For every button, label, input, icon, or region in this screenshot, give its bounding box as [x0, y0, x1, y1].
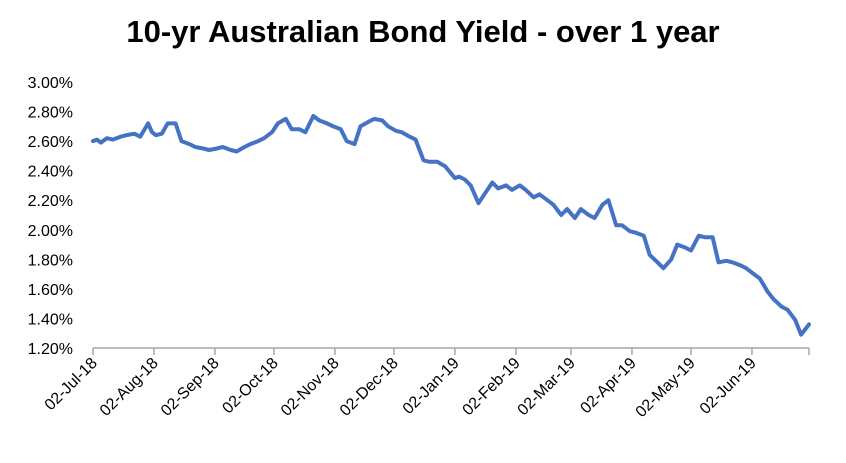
y-tick-label: 3.00%	[28, 75, 73, 92]
yield-series-line	[91, 114, 811, 337]
x-tick-label: 02-Nov-18	[278, 355, 343, 420]
y-axis-tick-labels: 1.20% 1.40% 1.60% 1.80% 2.00% 2.20% 2.40% 2.60%…	[28, 75, 73, 358]
y-tick-label: 2.40%	[28, 164, 73, 181]
y-tick-label: 1.20%	[28, 341, 73, 358]
x-tick-label: 02-Jul-18	[42, 355, 101, 414]
y-tick-label: 2.00%	[28, 223, 73, 240]
x-tick-label: 02-Mar-19	[515, 355, 579, 419]
x-tick-label: 02-Aug-18	[97, 355, 162, 420]
y-tick-label: 2.20%	[28, 193, 73, 210]
y-tick-label: 1.40%	[28, 311, 73, 328]
x-tick-label: 02-Feb-19	[460, 355, 524, 419]
x-tick-label: 02-Jan-19	[400, 355, 463, 418]
chart-title: 10-yr Australian Bond Yield - over 1 yea…	[126, 14, 720, 49]
x-axis-tick-labels: 02-Jul-1802-Aug-1802-Sep-1802-Oct-1802-N…	[42, 355, 760, 421]
y-tick-label: 1.60%	[28, 282, 73, 299]
x-tick-label: 02-Jun-19	[697, 355, 760, 418]
x-axis-tick-marks	[92, 348, 810, 355]
x-tick-label: 02-Dec-18	[337, 355, 402, 420]
y-tick-label: 2.80%	[28, 105, 73, 122]
x-tick-label: 02-Oct-18	[219, 355, 281, 417]
y-tick-label: 2.60%	[28, 134, 73, 151]
x-tick-label: 02-May-19	[633, 355, 699, 421]
x-tick-label: 02-Apr-19	[577, 355, 639, 417]
y-tick-label: 1.80%	[28, 252, 73, 269]
x-tick-label: 02-Sep-18	[158, 355, 223, 420]
